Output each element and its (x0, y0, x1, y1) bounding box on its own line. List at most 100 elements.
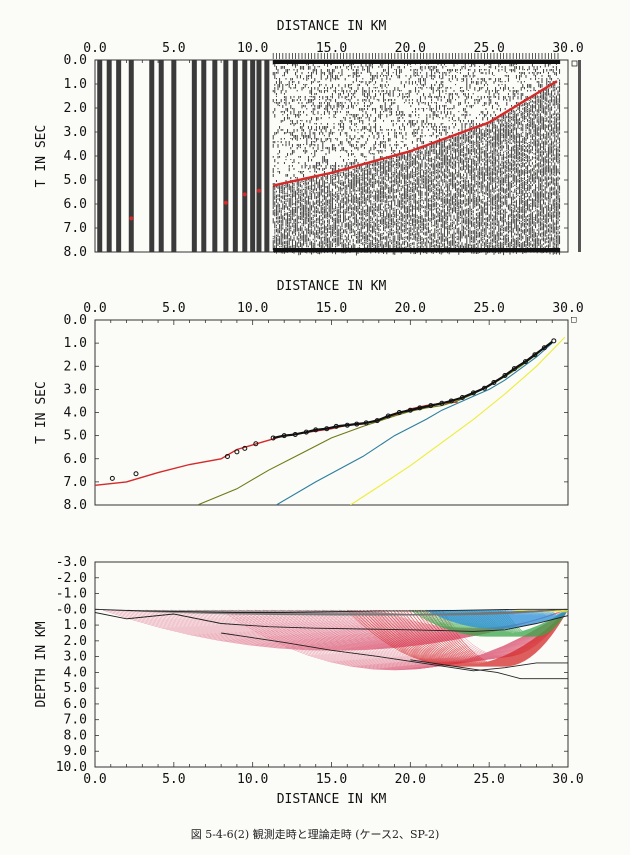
seismic-trace (158, 60, 164, 252)
x-tick-label: 0.0 (83, 301, 106, 316)
x-tick-label: 15.0 (316, 41, 347, 56)
y-tick-label: 4.0 (64, 406, 87, 421)
ray-group (95, 608, 568, 680)
y-tick-label: 4.0 (64, 149, 87, 164)
x-tick-label: 30.0 (552, 41, 583, 56)
y-tick-label: 2.0 (64, 359, 87, 374)
ray-family-shallow (102, 609, 568, 616)
seismic-trace (97, 60, 103, 252)
x-tick-label: 20.0 (395, 301, 426, 316)
observed-point (242, 445, 248, 451)
series-red (95, 401, 458, 486)
edge-trace (578, 60, 581, 252)
layer-boundary (95, 608, 568, 613)
x-tick-label: 5.0 (162, 772, 185, 787)
y-tick-label: 1.0 (64, 77, 87, 92)
seismic-trace (149, 60, 155, 252)
x-tick-label: 25.0 (474, 41, 505, 56)
y-tick-label: -2.0 (56, 571, 87, 586)
observed-point (109, 475, 115, 481)
arrival-pick (256, 188, 261, 193)
y-axis-label: T IN SEC (34, 125, 49, 188)
y-tick-label: 7.0 (64, 713, 87, 728)
arrival-pick (242, 192, 247, 197)
y-tick-label: 1.0 (64, 336, 87, 351)
y-axis-label: DEPTH IN KM (34, 621, 49, 707)
y-tick-label: 8.0 (64, 245, 87, 260)
y-axis-label: T IN SEC (34, 381, 49, 444)
y-tick-label: 8.0 (64, 498, 87, 513)
seismic-trace (242, 60, 248, 252)
x-tick-label: 30.0 (552, 772, 583, 787)
seismic-trace (116, 60, 122, 252)
figure-caption: 図 5-4-6(2) 観測走時と理論走時 (ケース2、SP-2) (190, 828, 440, 841)
y-tick-label: -0.0 (56, 602, 87, 617)
seismic-trace (256, 60, 262, 252)
x-axis-label: DISTANCE IN KM (277, 792, 387, 807)
y-tick-label: 3.0 (64, 382, 87, 397)
x-tick-label: 15.0 (316, 772, 347, 787)
y-tick-label: 0.0 (64, 313, 87, 328)
x-tick-label: 30.0 (552, 301, 583, 316)
seismic-trace (264, 60, 270, 252)
y-tick-label: 3.0 (64, 125, 87, 140)
y-tick-label: 6.0 (64, 697, 87, 712)
y-tick-label: 5.0 (64, 429, 87, 444)
y-tick-label: 9.0 (64, 744, 87, 759)
series-yellow (350, 336, 566, 505)
x-tick-label: 5.0 (162, 41, 185, 56)
ray-family-red (347, 609, 568, 667)
dense-traces (272, 60, 561, 256)
y-tick-label: 6.0 (64, 197, 87, 212)
y-tick-label: 7.0 (64, 221, 87, 236)
shot-marker: □ (571, 315, 577, 325)
observed-band (272, 341, 553, 439)
x-tick-label: 0.0 (83, 41, 106, 56)
seismic-trace (212, 60, 218, 252)
y-tick-label: 8.0 (64, 728, 87, 743)
seismic-trace (250, 60, 256, 252)
arrival-pick (129, 216, 134, 221)
observed-point (224, 453, 230, 459)
panel-travel-time-fit: 0.0 5.0 10.0 15.0 20.0 25.0 30.0 0.0 1.0 2.0 3.0 4.… (34, 279, 584, 513)
y-tick-label: 2.0 (64, 101, 87, 116)
seismic-trace (171, 60, 177, 252)
trace-tick-comb (272, 53, 559, 59)
x-tick-label: 20.0 (395, 41, 426, 56)
seismic-trace (223, 60, 229, 252)
first-arrival-picks (272, 80, 558, 188)
y-tick-label: 4.0 (64, 665, 87, 680)
series-group (95, 336, 566, 505)
panel-ray-diagram: 0.0 5.0 10.0 15.0 20.0 25.0 30.0 -3.0-2.0-1.0-0… (34, 555, 584, 807)
x-tick-label: 25.0 (474, 772, 505, 787)
y-tick-label: 7.0 (64, 475, 87, 490)
seismic-trace (106, 60, 112, 252)
x-tick-label: 25.0 (474, 301, 505, 316)
plot-frame (94, 319, 569, 506)
bottom-band (273, 248, 561, 252)
ray-family-blue (425, 609, 568, 630)
y-tick-label: 10.0 (56, 760, 87, 775)
y-tick-label: 5.0 (64, 173, 87, 188)
x-tick-label: 20.0 (395, 772, 426, 787)
seismic-trace (128, 60, 134, 252)
x-tick-label: 15.0 (316, 301, 347, 316)
observed-point (551, 338, 557, 344)
series-olive (197, 340, 553, 505)
seismic-trace (191, 60, 197, 252)
layer-boundary (221, 632, 568, 672)
seismic-trace (201, 60, 207, 252)
observed-point (253, 441, 259, 447)
y-tick-label: -3.0 (56, 555, 87, 570)
x-tick-label: 10.0 (237, 772, 268, 787)
layer-boundary (410, 659, 568, 680)
observed-point (541, 345, 547, 351)
y-tick-label: 2.0 (64, 634, 87, 649)
shot-marker (571, 60, 578, 67)
observed-point (133, 471, 139, 477)
x-tick-label: 10.0 (237, 41, 268, 56)
y-tick-label: 1.0 (64, 618, 87, 633)
ray-family-green (410, 609, 568, 637)
panel-record-section: 0.0 5.0 10.0 15.0 20.0 25.0 30.0 0.0 1.0 2.0 3.0 4.… (34, 19, 584, 260)
